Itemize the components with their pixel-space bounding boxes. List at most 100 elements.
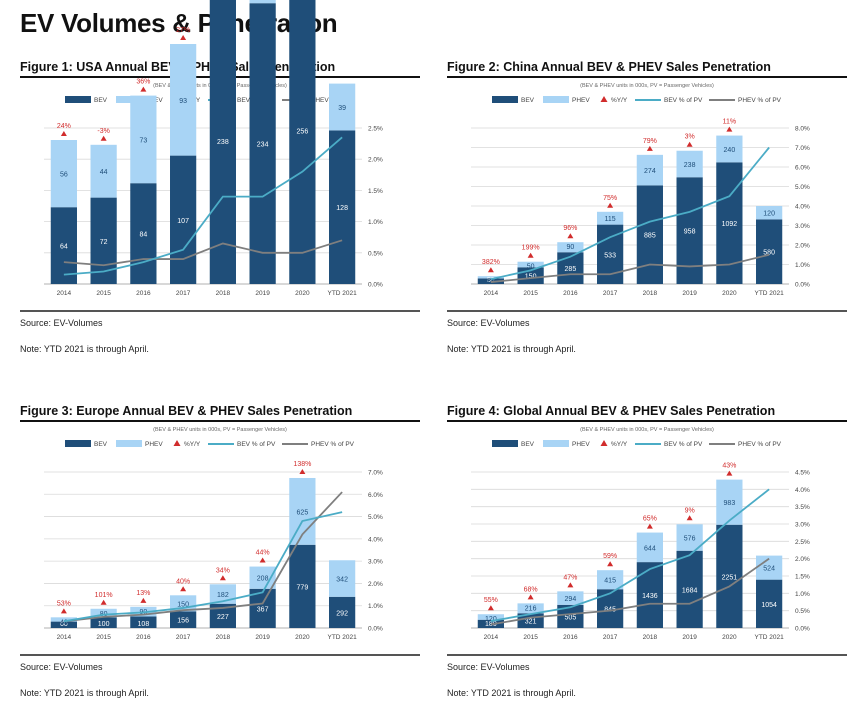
bar-bev-label: 885 [644, 233, 656, 240]
y2-tick-label: 0.5% [368, 250, 383, 257]
legend-yoy-label: %Y/Y [611, 441, 628, 448]
x-tick-label: 2017 [603, 290, 618, 297]
bar-phev-label: 115 [605, 216, 616, 223]
bar-bev [130, 616, 157, 628]
x-tick-label: 2017 [176, 634, 191, 641]
title-divider [447, 76, 847, 78]
yoy-label: 65% [643, 516, 657, 523]
bar-bev [756, 219, 783, 284]
bar-phev-label: 50 [527, 264, 535, 271]
bar-bev-label: 238 [217, 139, 229, 146]
bar-phev [676, 150, 703, 178]
yoy-label: 36% [136, 79, 150, 86]
yoy-label: 138% [293, 461, 311, 468]
y2-tick-label: 1.0% [368, 603, 383, 610]
legend-bev-swatch [65, 440, 91, 447]
bar-bev-label: 1092 [722, 221, 738, 228]
x-tick-label: 2018 [643, 290, 658, 297]
x-tick-label: 2014 [484, 290, 499, 297]
bar-phev [636, 532, 663, 563]
legend-bev-swatch [65, 96, 91, 103]
x-tick-label: 2020 [295, 290, 310, 297]
y2-tick-label: 2.0% [368, 157, 383, 164]
bar-phev-label: 90 [566, 244, 574, 251]
chart-global: (BEV & PHEV units in 000s, PV = Passenge… [471, 427, 810, 641]
bar-phev-label: 983 [724, 500, 736, 507]
note-text: Note: YTD 2021 is through April. [447, 344, 576, 354]
bar-bev-label: 256 [297, 128, 309, 135]
legend-bev-label: BEV [94, 441, 108, 448]
bar-bev-label: 1054 [761, 602, 777, 609]
bar-bev-label: 227 [217, 614, 229, 621]
bar-bev [289, 544, 316, 628]
yoy-label: 11% [723, 119, 737, 126]
x-tick-label: YTD 2021 [327, 634, 357, 641]
figure-title: Figure 2: China Annual BEV & PHEV Sales … [447, 60, 771, 74]
bev-share-line [490, 146, 770, 281]
bar-bev-label: 367 [257, 606, 269, 613]
yoy-marker [140, 597, 147, 603]
yoy-label: 382% [482, 259, 500, 266]
bar-phev-label: 240 [724, 147, 736, 154]
bar-phev [597, 211, 624, 225]
x-tick-label: 2016 [136, 634, 151, 641]
bar-bev [209, 0, 236, 285]
yoy-label: 9% [685, 507, 695, 514]
chart-usa: (BEV & PHEV units in 000s, PV = Passenge… [44, 0, 383, 297]
yoy-label: 59% [603, 553, 617, 560]
bar-bev [249, 588, 276, 628]
figure-title: Figure 3: Europe Annual BEV & PHEV Sales… [20, 404, 353, 418]
bottom-divider [20, 654, 420, 656]
yoy-marker [487, 605, 494, 611]
y2-tick-label: 2.0% [368, 581, 383, 588]
bar-bev-label: 60 [60, 621, 68, 628]
bar-phev-label: 208 [257, 576, 269, 583]
figure-4-panel: Figure 4: Global Annual BEV & PHEV Sales… [447, 404, 847, 724]
bar-bev [289, 0, 316, 285]
x-tick-label: 2017 [176, 290, 191, 297]
x-tick-label: 2016 [136, 290, 151, 297]
y2-tick-label: 0.0% [368, 626, 383, 633]
yoy-marker [299, 468, 306, 474]
bar-phev-label: 524 [763, 566, 775, 573]
chart-china: (BEV & PHEV units in 000s, PV = Passenge… [471, 83, 810, 297]
yoy-label: 34% [216, 567, 230, 574]
legend-bev-swatch [492, 440, 518, 447]
bar-bev-label: 84 [139, 232, 147, 239]
y2-tick-label: 1.5% [368, 188, 383, 195]
bar-bev-label: 64 [60, 244, 68, 251]
x-tick-label: 2020 [722, 290, 737, 297]
bar-bev-label: 72 [100, 239, 108, 246]
figure-2-panel: Figure 2: China Annual BEV & PHEV Sales … [447, 60, 847, 380]
bar-phev [477, 614, 504, 620]
yoy-marker [100, 135, 107, 141]
yoy-marker [686, 141, 693, 147]
bar-phev [557, 591, 584, 605]
bar-phev [329, 83, 356, 131]
bar-bev-label: 107 [177, 218, 189, 225]
y2-tick-label: 4.0% [795, 204, 810, 211]
bar-phev [597, 570, 624, 590]
bar-phev [249, 566, 276, 589]
x-tick-label: 2018 [643, 634, 658, 641]
legend-phev-label: PHEV [572, 441, 590, 448]
x-tick-label: YTD 2021 [754, 634, 784, 641]
yoy-label: 55% [484, 597, 498, 604]
chart-subtitle: (BEV & PHEV units in 000s, PV = Passenge… [580, 427, 714, 433]
bar-phev [329, 560, 356, 597]
yoy-label: 13% [136, 590, 150, 597]
yoy-marker [487, 267, 494, 273]
yoy-marker [726, 470, 733, 476]
bar-bev-label: 156 [177, 618, 189, 625]
x-tick-label: 2014 [484, 634, 499, 641]
x-tick-label: YTD 2021 [754, 290, 784, 297]
y2-tick-label: 1.5% [795, 574, 810, 581]
yoy-label: 47% [563, 574, 577, 581]
y2-tick-label: 0.0% [795, 626, 810, 633]
yoy-label: 53% [57, 600, 71, 607]
y2-tick-label: 1.0% [795, 262, 810, 269]
bar-bev [756, 579, 783, 628]
yoy-marker [646, 145, 653, 151]
y2-tick-label: 3.0% [368, 559, 383, 566]
legend-yoy-marker [600, 96, 608, 102]
